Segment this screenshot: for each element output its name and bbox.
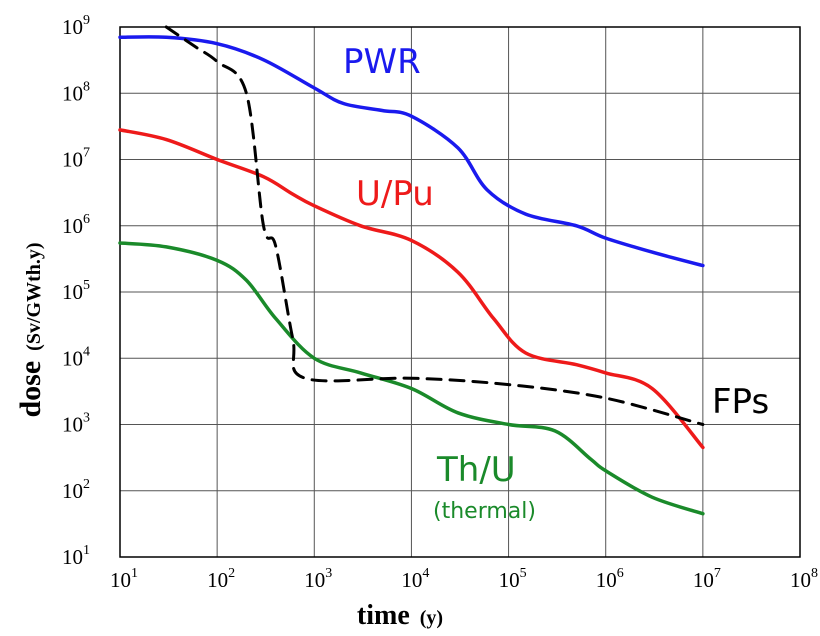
series-labels: PWR U/Pu Th/U (thermal) FPs	[343, 42, 769, 524]
x-tick-label: 102	[207, 566, 235, 592]
series-lines	[118, 25, 705, 516]
y-tick-label: 108	[62, 79, 90, 105]
x-axis-title-main: time	[357, 600, 410, 631]
y-axis-title: dose (Sv/GWth.y)	[14, 242, 47, 417]
y-tick-label: 104	[62, 344, 90, 370]
y-tick-label: 109	[62, 13, 90, 39]
series-label-pwr: PWR	[343, 42, 421, 82]
y-tick-label: 105	[62, 278, 90, 304]
plot-frame	[119, 26, 801, 558]
series-line-u-pu	[118, 128, 705, 450]
x-axis-title-unit: (y)	[420, 607, 443, 629]
x-tick-labels: 101 102 103 104 105 106 107 108	[110, 566, 818, 592]
series-line-th-u	[118, 241, 705, 516]
series-sublabel-th-u: (thermal)	[433, 499, 536, 524]
x-tick-label: 106	[596, 566, 624, 592]
x-tick-label: 108	[790, 566, 818, 592]
x-axis-title: time (y)	[357, 600, 443, 631]
y-tick-labels: 101 102 103 104 105 106 107 108 109	[62, 13, 90, 569]
y-axis-title-unit: (Sv/GWth.y)	[23, 242, 45, 350]
y-tick-label: 103	[62, 411, 90, 437]
y-tick-label: 101	[62, 543, 90, 569]
series-label-u-pu: U/Pu	[356, 174, 434, 214]
series-label-fps: FPs	[712, 382, 769, 422]
x-tick-label: 107	[693, 566, 721, 592]
x-tick-label: 105	[499, 566, 527, 592]
series-line-pwr	[118, 35, 705, 268]
y-tick-label: 107	[62, 146, 90, 172]
y-axis-title-main: dose	[14, 361, 47, 418]
x-tick-label: 104	[401, 566, 429, 592]
y-tick-label: 102	[62, 477, 90, 503]
y-tick-label: 106	[62, 212, 90, 238]
series-label-th-u: Th/U	[436, 450, 516, 490]
x-tick-label: 103	[304, 566, 332, 592]
x-tick-label: 101	[110, 566, 138, 592]
